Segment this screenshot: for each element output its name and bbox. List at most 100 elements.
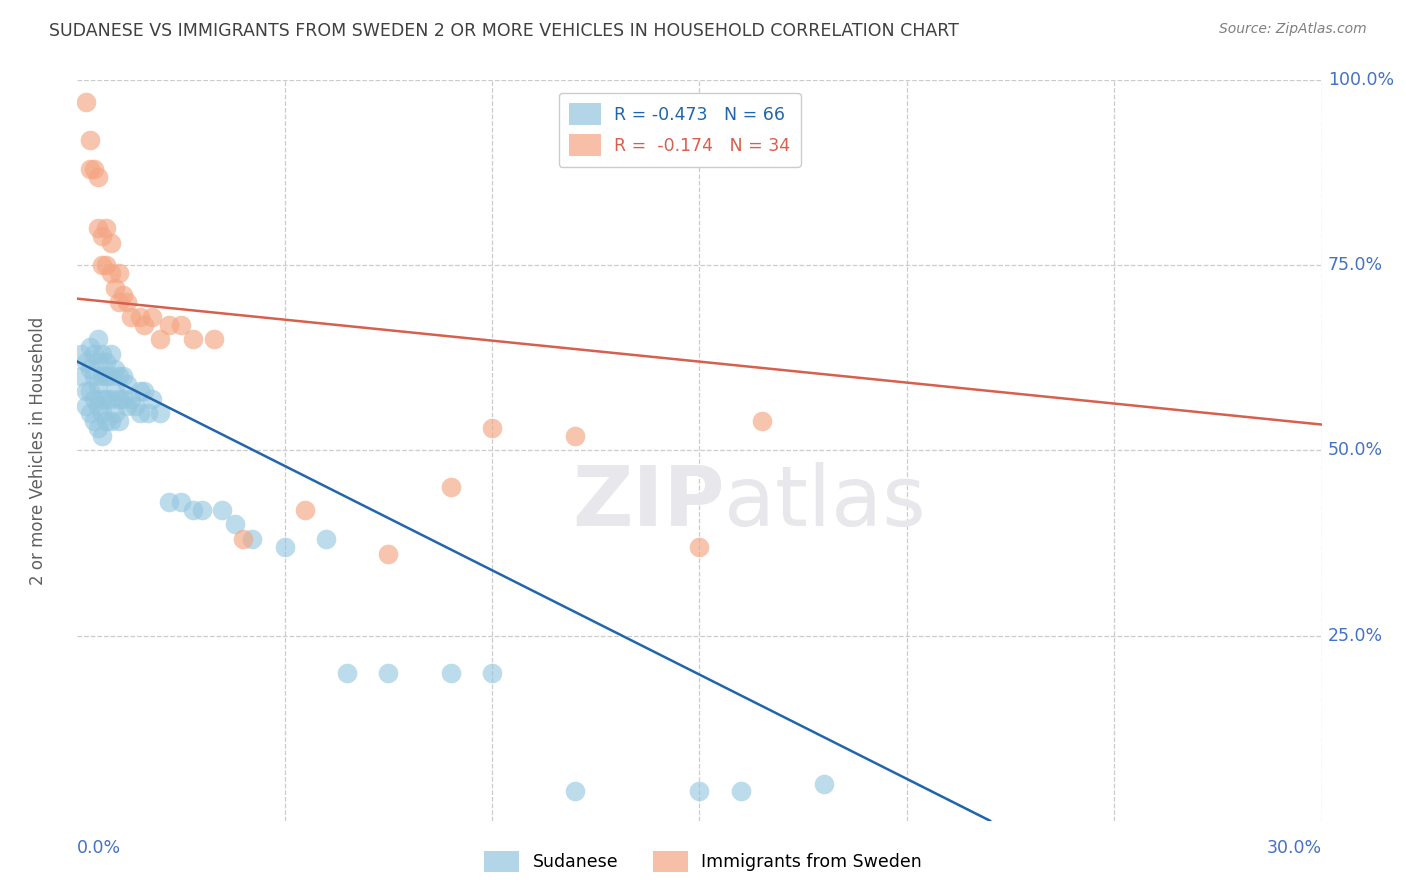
Point xyxy=(75,95,97,110)
Point xyxy=(564,784,586,798)
Text: SUDANESE VS IMMIGRANTS FROM SWEDEN 2 OR MORE VEHICLES IN HOUSEHOLD CORRELATION C: SUDANESE VS IMMIGRANTS FROM SWEDEN 2 OR … xyxy=(49,22,959,40)
Point xyxy=(141,310,163,325)
Point xyxy=(481,421,503,435)
Point xyxy=(689,540,711,554)
Point xyxy=(273,540,295,554)
Point xyxy=(79,384,101,399)
Point xyxy=(157,318,180,332)
Point xyxy=(730,784,752,798)
Point xyxy=(481,665,503,680)
Point xyxy=(336,665,359,680)
Point xyxy=(96,259,118,273)
Point xyxy=(87,399,110,413)
Point xyxy=(100,347,122,361)
Point xyxy=(100,414,122,428)
Point xyxy=(91,428,114,442)
Point xyxy=(87,376,110,391)
Point xyxy=(100,266,122,280)
Text: 100.0%: 100.0% xyxy=(1327,71,1393,89)
Point xyxy=(751,414,773,428)
Point xyxy=(87,221,110,235)
Point xyxy=(91,347,114,361)
Point xyxy=(115,295,138,310)
Point xyxy=(107,414,129,428)
Point xyxy=(183,332,205,346)
Point xyxy=(157,495,180,509)
Point xyxy=(202,332,225,346)
Point xyxy=(170,318,193,332)
Point xyxy=(149,407,172,421)
Point xyxy=(79,362,101,376)
Point xyxy=(128,310,150,325)
Point xyxy=(377,665,399,680)
Point xyxy=(232,533,254,547)
Point xyxy=(377,547,399,561)
Point xyxy=(79,132,101,146)
Point xyxy=(91,407,114,421)
Point xyxy=(115,376,138,391)
Point xyxy=(128,384,150,399)
Point xyxy=(104,280,127,294)
Point xyxy=(439,665,461,680)
Point xyxy=(111,392,134,406)
Point xyxy=(70,369,93,384)
Text: 25.0%: 25.0% xyxy=(1327,626,1384,645)
Point xyxy=(83,162,105,177)
Legend: Sudanese, Immigrants from Sweden: Sudanese, Immigrants from Sweden xyxy=(477,844,929,879)
Point xyxy=(96,414,118,428)
Point xyxy=(83,347,105,361)
Point xyxy=(439,480,461,494)
Point xyxy=(104,407,127,421)
Point xyxy=(79,340,101,354)
Point xyxy=(224,517,246,532)
Point xyxy=(91,369,114,384)
Text: 0.0%: 0.0% xyxy=(77,839,121,857)
Point xyxy=(240,533,263,547)
Point xyxy=(100,236,122,251)
Point xyxy=(294,502,316,516)
Text: 50.0%: 50.0% xyxy=(1327,442,1384,459)
Point xyxy=(104,384,127,399)
Point xyxy=(75,354,97,368)
Point xyxy=(83,392,105,406)
Point xyxy=(564,428,586,442)
Point xyxy=(75,399,97,413)
Point xyxy=(70,347,93,361)
Point xyxy=(124,399,146,413)
Point xyxy=(115,399,138,413)
Point xyxy=(79,162,101,177)
Point xyxy=(107,266,129,280)
Text: atlas: atlas xyxy=(724,462,927,543)
Point xyxy=(87,169,110,184)
Point xyxy=(141,392,163,406)
Point xyxy=(136,407,159,421)
Point xyxy=(87,354,110,368)
Point xyxy=(190,502,214,516)
Point xyxy=(91,228,114,243)
Point xyxy=(689,784,711,798)
Point xyxy=(79,407,101,421)
Point xyxy=(170,495,193,509)
Point xyxy=(96,354,118,368)
Point xyxy=(183,502,205,516)
Point xyxy=(128,407,150,421)
Point xyxy=(315,533,337,547)
Text: Source: ZipAtlas.com: Source: ZipAtlas.com xyxy=(1219,22,1367,37)
Point xyxy=(83,414,105,428)
Legend: R = -0.473   N = 66, R =  -0.174   N = 34: R = -0.473 N = 66, R = -0.174 N = 34 xyxy=(558,93,801,167)
Point xyxy=(111,288,134,302)
Point xyxy=(107,369,129,384)
Point xyxy=(104,362,127,376)
Point xyxy=(149,332,172,346)
Point xyxy=(96,392,118,406)
Point xyxy=(132,384,155,399)
Point xyxy=(107,295,129,310)
Point xyxy=(120,310,142,325)
Point xyxy=(120,392,142,406)
Point xyxy=(87,421,110,435)
Point xyxy=(111,369,134,384)
Point xyxy=(96,369,118,384)
Point xyxy=(211,502,233,516)
Point xyxy=(91,392,114,406)
Text: 75.0%: 75.0% xyxy=(1327,256,1384,275)
